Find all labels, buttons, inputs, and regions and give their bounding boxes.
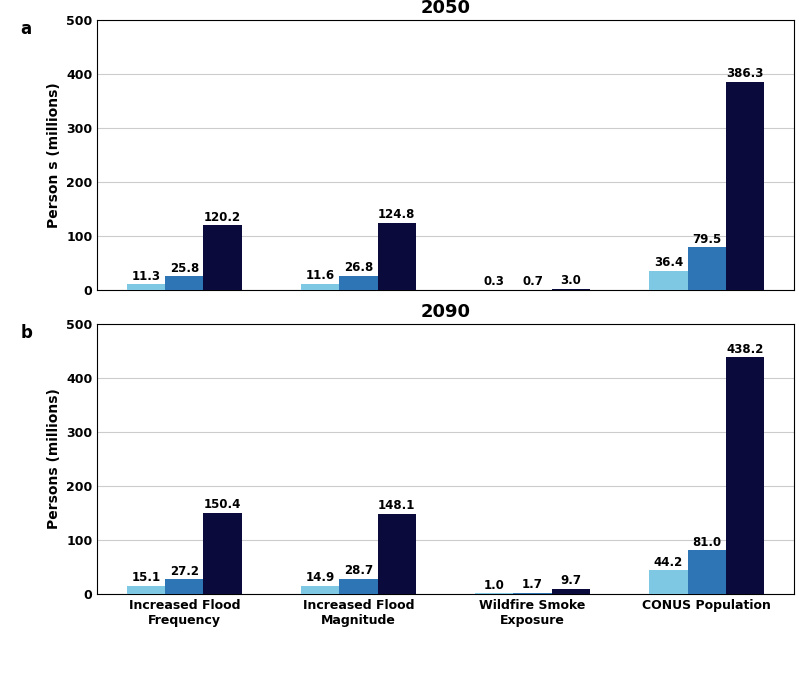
Text: 15.1: 15.1 [131,571,160,585]
Text: 25.8: 25.8 [169,262,199,275]
Text: a: a [20,20,32,38]
Bar [339,276,377,290]
Text: 26.8: 26.8 [343,261,373,274]
Text: 44.2: 44.2 [654,556,683,568]
Bar [726,357,764,594]
Bar [165,579,203,594]
Text: 438.2: 438.2 [727,343,764,356]
Text: 1.0: 1.0 [484,579,505,592]
Bar [377,223,416,290]
Text: 36.4: 36.4 [654,256,683,269]
Bar [514,593,552,594]
Bar [127,586,165,594]
Text: 28.7: 28.7 [344,564,373,577]
Bar [165,276,203,290]
Text: 81.0: 81.0 [693,536,721,549]
Bar [339,578,377,594]
Bar [301,586,339,594]
Bar [377,514,416,594]
Text: 0.7: 0.7 [522,275,543,288]
Text: 11.6: 11.6 [305,269,335,282]
Bar [688,550,726,594]
Text: 120.2: 120.2 [204,211,241,223]
Text: 386.3: 386.3 [727,67,764,80]
Text: 150.4: 150.4 [204,498,241,511]
Text: b: b [20,324,32,342]
Title: 2050: 2050 [420,0,471,18]
Y-axis label: Person s (millions): Person s (millions) [46,82,61,228]
Bar [726,82,764,290]
Text: 11.3: 11.3 [131,269,160,283]
Bar [127,284,165,290]
Bar [203,225,241,290]
Y-axis label: Persons (millions): Persons (millions) [46,389,61,529]
Text: 79.5: 79.5 [692,233,722,246]
Bar [301,284,339,290]
Text: 0.3: 0.3 [484,275,505,288]
Bar [650,570,688,594]
Text: 3.0: 3.0 [561,274,582,287]
Title: 2090: 2090 [420,303,471,321]
Text: 14.9: 14.9 [305,571,335,585]
Text: 1.7: 1.7 [522,578,543,591]
Text: 27.2: 27.2 [170,565,198,578]
Bar [203,513,241,594]
Bar [650,271,688,290]
Bar [552,289,590,290]
Text: 9.7: 9.7 [561,574,582,587]
Text: 148.1: 148.1 [378,500,416,512]
Text: 124.8: 124.8 [378,209,416,221]
Bar [688,247,726,290]
Bar [552,589,590,594]
